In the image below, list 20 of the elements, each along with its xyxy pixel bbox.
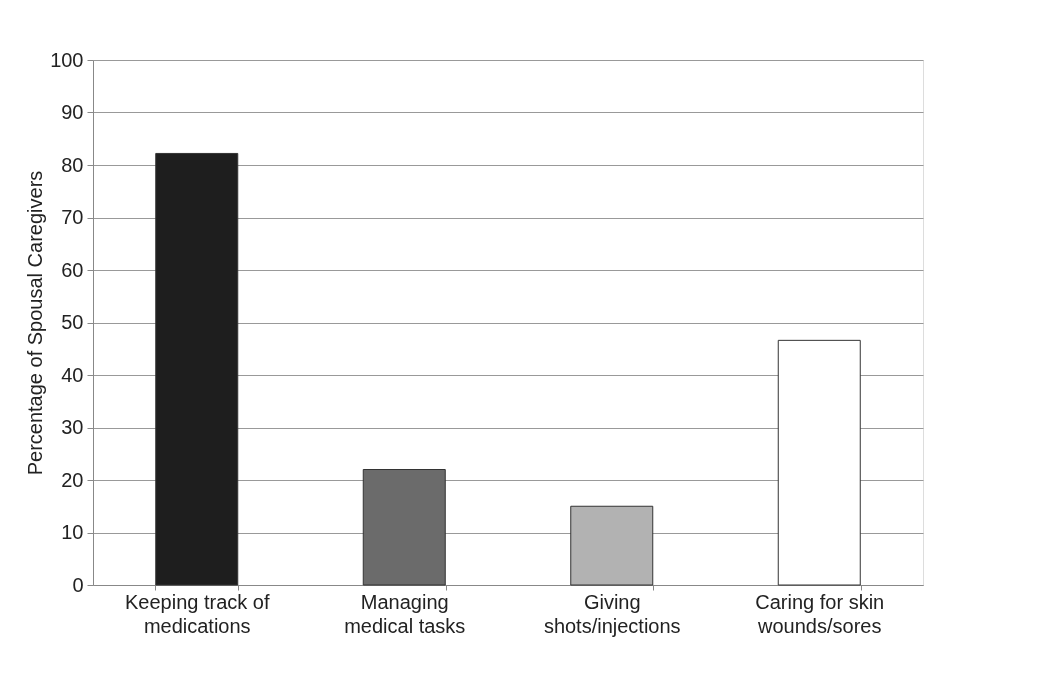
y-tick-label: 70 bbox=[61, 206, 84, 228]
x-tick-label: Giving shots/injections bbox=[543, 590, 681, 637]
x-tick-label: Managing medical tasks bbox=[344, 590, 466, 637]
x-tick-label: Keeping track of medications bbox=[124, 590, 270, 637]
y-tick-label: 20 bbox=[61, 468, 84, 491]
y-tick-label: 90 bbox=[61, 101, 84, 123]
bar bbox=[362, 469, 446, 586]
bar bbox=[155, 152, 239, 586]
y-tick-label: 60 bbox=[61, 258, 84, 281]
bar bbox=[777, 339, 861, 586]
y-tick-label: 40 bbox=[61, 363, 84, 386]
x-tick-label: Caring for skin wounds/sores bbox=[755, 590, 885, 637]
bar bbox=[570, 505, 654, 586]
y-tick-label: 80 bbox=[61, 153, 84, 176]
y-tick-label: 100 bbox=[50, 48, 84, 71]
y-tick-label: 50 bbox=[61, 311, 84, 333]
y-axis-title: Percentage of Spousal Caregivers bbox=[24, 170, 47, 476]
y-tick-label: 0 bbox=[72, 573, 84, 596]
y-tick-label: 30 bbox=[61, 416, 84, 438]
y-tick-label: 10 bbox=[61, 521, 84, 543]
